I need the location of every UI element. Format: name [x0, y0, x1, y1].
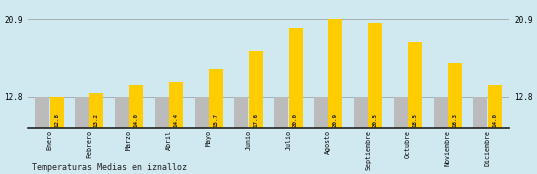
- Text: 15.7: 15.7: [213, 113, 219, 127]
- Text: 20.9: 20.9: [333, 113, 338, 127]
- Text: 20.0: 20.0: [293, 113, 298, 127]
- Bar: [288, 28, 302, 128]
- Bar: [249, 51, 263, 128]
- Text: 14.0: 14.0: [134, 113, 139, 127]
- Bar: [329, 19, 343, 128]
- Text: 17.6: 17.6: [253, 113, 258, 127]
- Text: Temperaturas Medias en iznalloz: Temperaturas Medias en iznalloz: [32, 163, 187, 172]
- Bar: [408, 42, 422, 128]
- Bar: [448, 64, 462, 128]
- Bar: [90, 93, 104, 128]
- Bar: [368, 23, 382, 128]
- Bar: [115, 97, 129, 128]
- Bar: [274, 97, 288, 128]
- Bar: [35, 97, 49, 128]
- Bar: [155, 97, 169, 128]
- Text: 13.2: 13.2: [94, 113, 99, 127]
- Bar: [129, 85, 143, 128]
- Bar: [49, 97, 63, 128]
- Bar: [488, 85, 502, 128]
- Bar: [235, 97, 249, 128]
- Text: 18.5: 18.5: [412, 113, 418, 127]
- Bar: [194, 97, 208, 128]
- Bar: [354, 97, 368, 128]
- Text: 14.0: 14.0: [492, 113, 497, 127]
- Bar: [75, 97, 89, 128]
- Bar: [394, 97, 408, 128]
- Bar: [314, 97, 328, 128]
- Text: 12.8: 12.8: [54, 113, 59, 127]
- Bar: [433, 97, 447, 128]
- Bar: [169, 82, 183, 128]
- Text: 14.4: 14.4: [173, 113, 179, 127]
- Bar: [474, 97, 488, 128]
- Text: 16.3: 16.3: [452, 113, 458, 127]
- Bar: [209, 69, 223, 128]
- Text: 20.5: 20.5: [373, 113, 378, 127]
